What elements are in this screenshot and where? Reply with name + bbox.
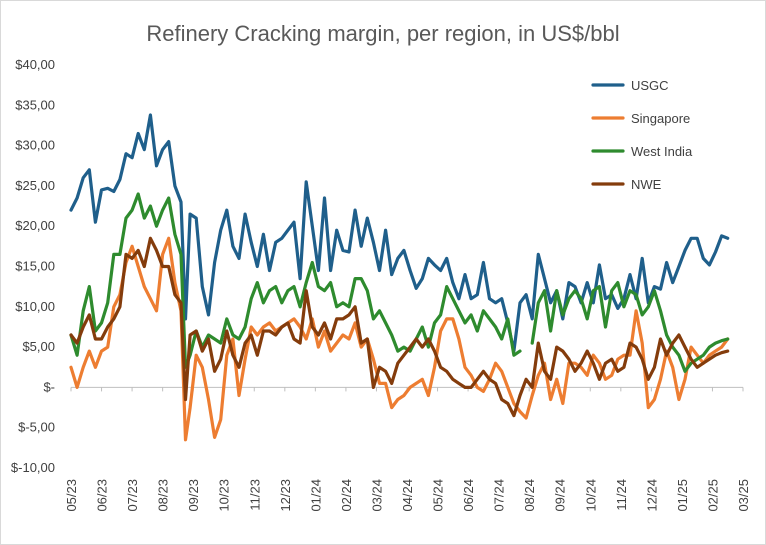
y-tick-label: $- [43, 379, 55, 394]
y-tick-label: $-10,00 [11, 460, 55, 475]
x-tick-label: 04/24 [400, 479, 415, 512]
legend-label-west-india: West India [631, 144, 693, 159]
x-tick-label: 10/23 [217, 479, 232, 512]
y-tick-label: $-5,00 [18, 420, 55, 435]
x-tick-label: 02/25 [705, 479, 720, 512]
x-tick-label: 03/24 [369, 479, 384, 512]
chart-title: Refinery Cracking margin, per region, in… [146, 21, 619, 46]
x-tick-label: 08/24 [522, 479, 537, 512]
x-tick-label: 06/24 [461, 479, 476, 512]
y-tick-label: $10,00 [15, 299, 55, 314]
y-tick-label: $35,00 [15, 97, 55, 112]
y-tick-label: $20,00 [15, 218, 55, 233]
legend-label-singapore: Singapore [631, 111, 690, 126]
series-line-west-india [69, 192, 730, 373]
x-tick-label: 09/23 [186, 479, 201, 512]
x-tick-label: 01/25 [675, 479, 690, 512]
x-tick-label: 12/23 [278, 479, 293, 512]
series-line-nwe [69, 236, 730, 418]
x-tick-label: 10/24 [583, 479, 598, 512]
x-tick-label: 05/23 [64, 479, 79, 512]
legend-label-usgc: USGC [631, 78, 669, 93]
x-tick-label: 07/23 [125, 479, 140, 512]
x-tick-label: 06/23 [95, 479, 110, 512]
x-tick-label: 09/24 [553, 479, 568, 512]
x-tick-label: 11/23 [247, 479, 262, 511]
x-axis: 05/23 06/23 07/23 08/23 09/23 10/23 11/23 12/23… [64, 386, 751, 512]
x-tick-label: 03/25 [736, 479, 751, 512]
plot-area [69, 113, 730, 442]
y-tick-label: $30,00 [15, 138, 55, 153]
y-tick-label: $40,00 [15, 57, 55, 72]
x-tick-label: 02/24 [339, 479, 354, 512]
x-tick-label: 12/24 [644, 479, 659, 512]
y-tick-label: $25,00 [15, 178, 55, 193]
x-tick-label: 07/24 [492, 479, 507, 512]
series-line-usgc [69, 113, 730, 353]
x-tick-label: 11/24 [614, 479, 629, 511]
y-tick-label: $5,00 [22, 339, 55, 354]
x-tick-label: 01/24 [308, 479, 323, 512]
legend-label-nwe: NWE [631, 177, 662, 192]
x-tick-label: 05/24 [431, 479, 446, 512]
x-tick-label: 08/23 [156, 479, 171, 512]
y-tick-label: $15,00 [15, 259, 55, 274]
legend: USGC Singapore West India NWE [591, 78, 693, 192]
y-axis: $-10,00 $-5,00 $- $5,00 $10,00 $15,00 $20,00 $2… [11, 57, 55, 475]
